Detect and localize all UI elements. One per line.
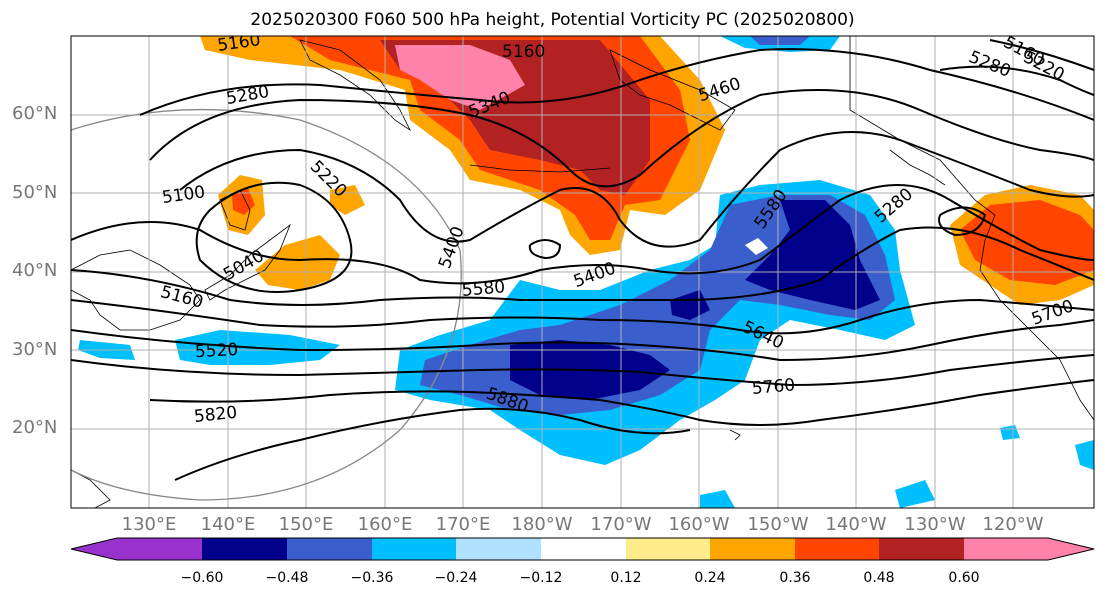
map-frame [70,35,1095,509]
lon-label: 160°E [357,514,413,535]
lat-lon-gridlines [71,36,1094,508]
lon-label: 130°E [121,514,177,535]
lon-label: 160°W [668,514,730,535]
lon-label: 150°E [278,514,334,535]
colorbar-tick-label: 0.12 [610,570,642,586]
colorbar-tick-label: 0.48 [863,570,895,586]
contour-label: 5760 [751,375,796,399]
colorbar-segment [202,538,287,560]
lon-label: 180°W [511,514,573,535]
contour-label: 5580 [461,277,506,301]
lon-label: 120°W [982,514,1044,535]
lon-label: 170°E [435,514,491,535]
lon-label: 140°E [200,514,256,535]
lat-label: 40°N [12,260,58,281]
colorbar-segment [117,538,202,560]
negative-pv-region-central-pacific [395,180,915,465]
colorbar-tick-label: −0.36 [350,570,394,586]
colorbar [70,537,1095,561]
lon-label: 170°W [590,514,652,535]
contour-label: 5160 [502,42,545,62]
colorbar-tick-label: −0.48 [265,570,309,586]
colorbar-outline [70,537,1095,561]
colorbar-segment [372,538,456,560]
lat-label: 60°N [12,103,58,124]
lat-label: 20°N [12,417,58,438]
colorbar-tick-label: −0.12 [519,570,563,586]
range-circle [71,108,462,501]
colorbar-segment [626,538,710,560]
colorbar-tick-label: 0.60 [948,570,980,586]
colorbar-tick-label: −0.24 [434,570,478,586]
lat-label: 50°N [12,182,58,203]
colorbar-segment [287,538,372,560]
colorbar-segment [541,538,626,560]
colorbar-segment [795,538,879,560]
lon-label: 130°W [904,514,966,535]
colorbar-tick-label: 0.36 [779,570,811,586]
contour-label: 5160 [216,30,262,56]
negative-pv-region-arctic [720,36,840,52]
lon-label: 150°W [747,514,809,535]
contour-label: 5520 [194,340,238,362]
colorbar-tick-label: 0.24 [694,570,726,586]
map-title: 2025020300 F060 500 hPa height, Potentia… [250,10,855,30]
colorbar-segment [456,538,541,560]
colorbar-segment [710,538,795,560]
contour-label: 5820 [193,403,238,427]
lat-label: 30°N [12,339,58,360]
colorbar-segment [879,538,964,560]
colorbar-under-arrow [71,538,117,560]
height-contours [71,39,1094,481]
colorbar-segment [964,538,1048,560]
colorbar-over-arrow [1048,538,1094,560]
colorbar-tick-label: −0.60 [180,570,224,586]
lon-label: 140°W [825,514,887,535]
